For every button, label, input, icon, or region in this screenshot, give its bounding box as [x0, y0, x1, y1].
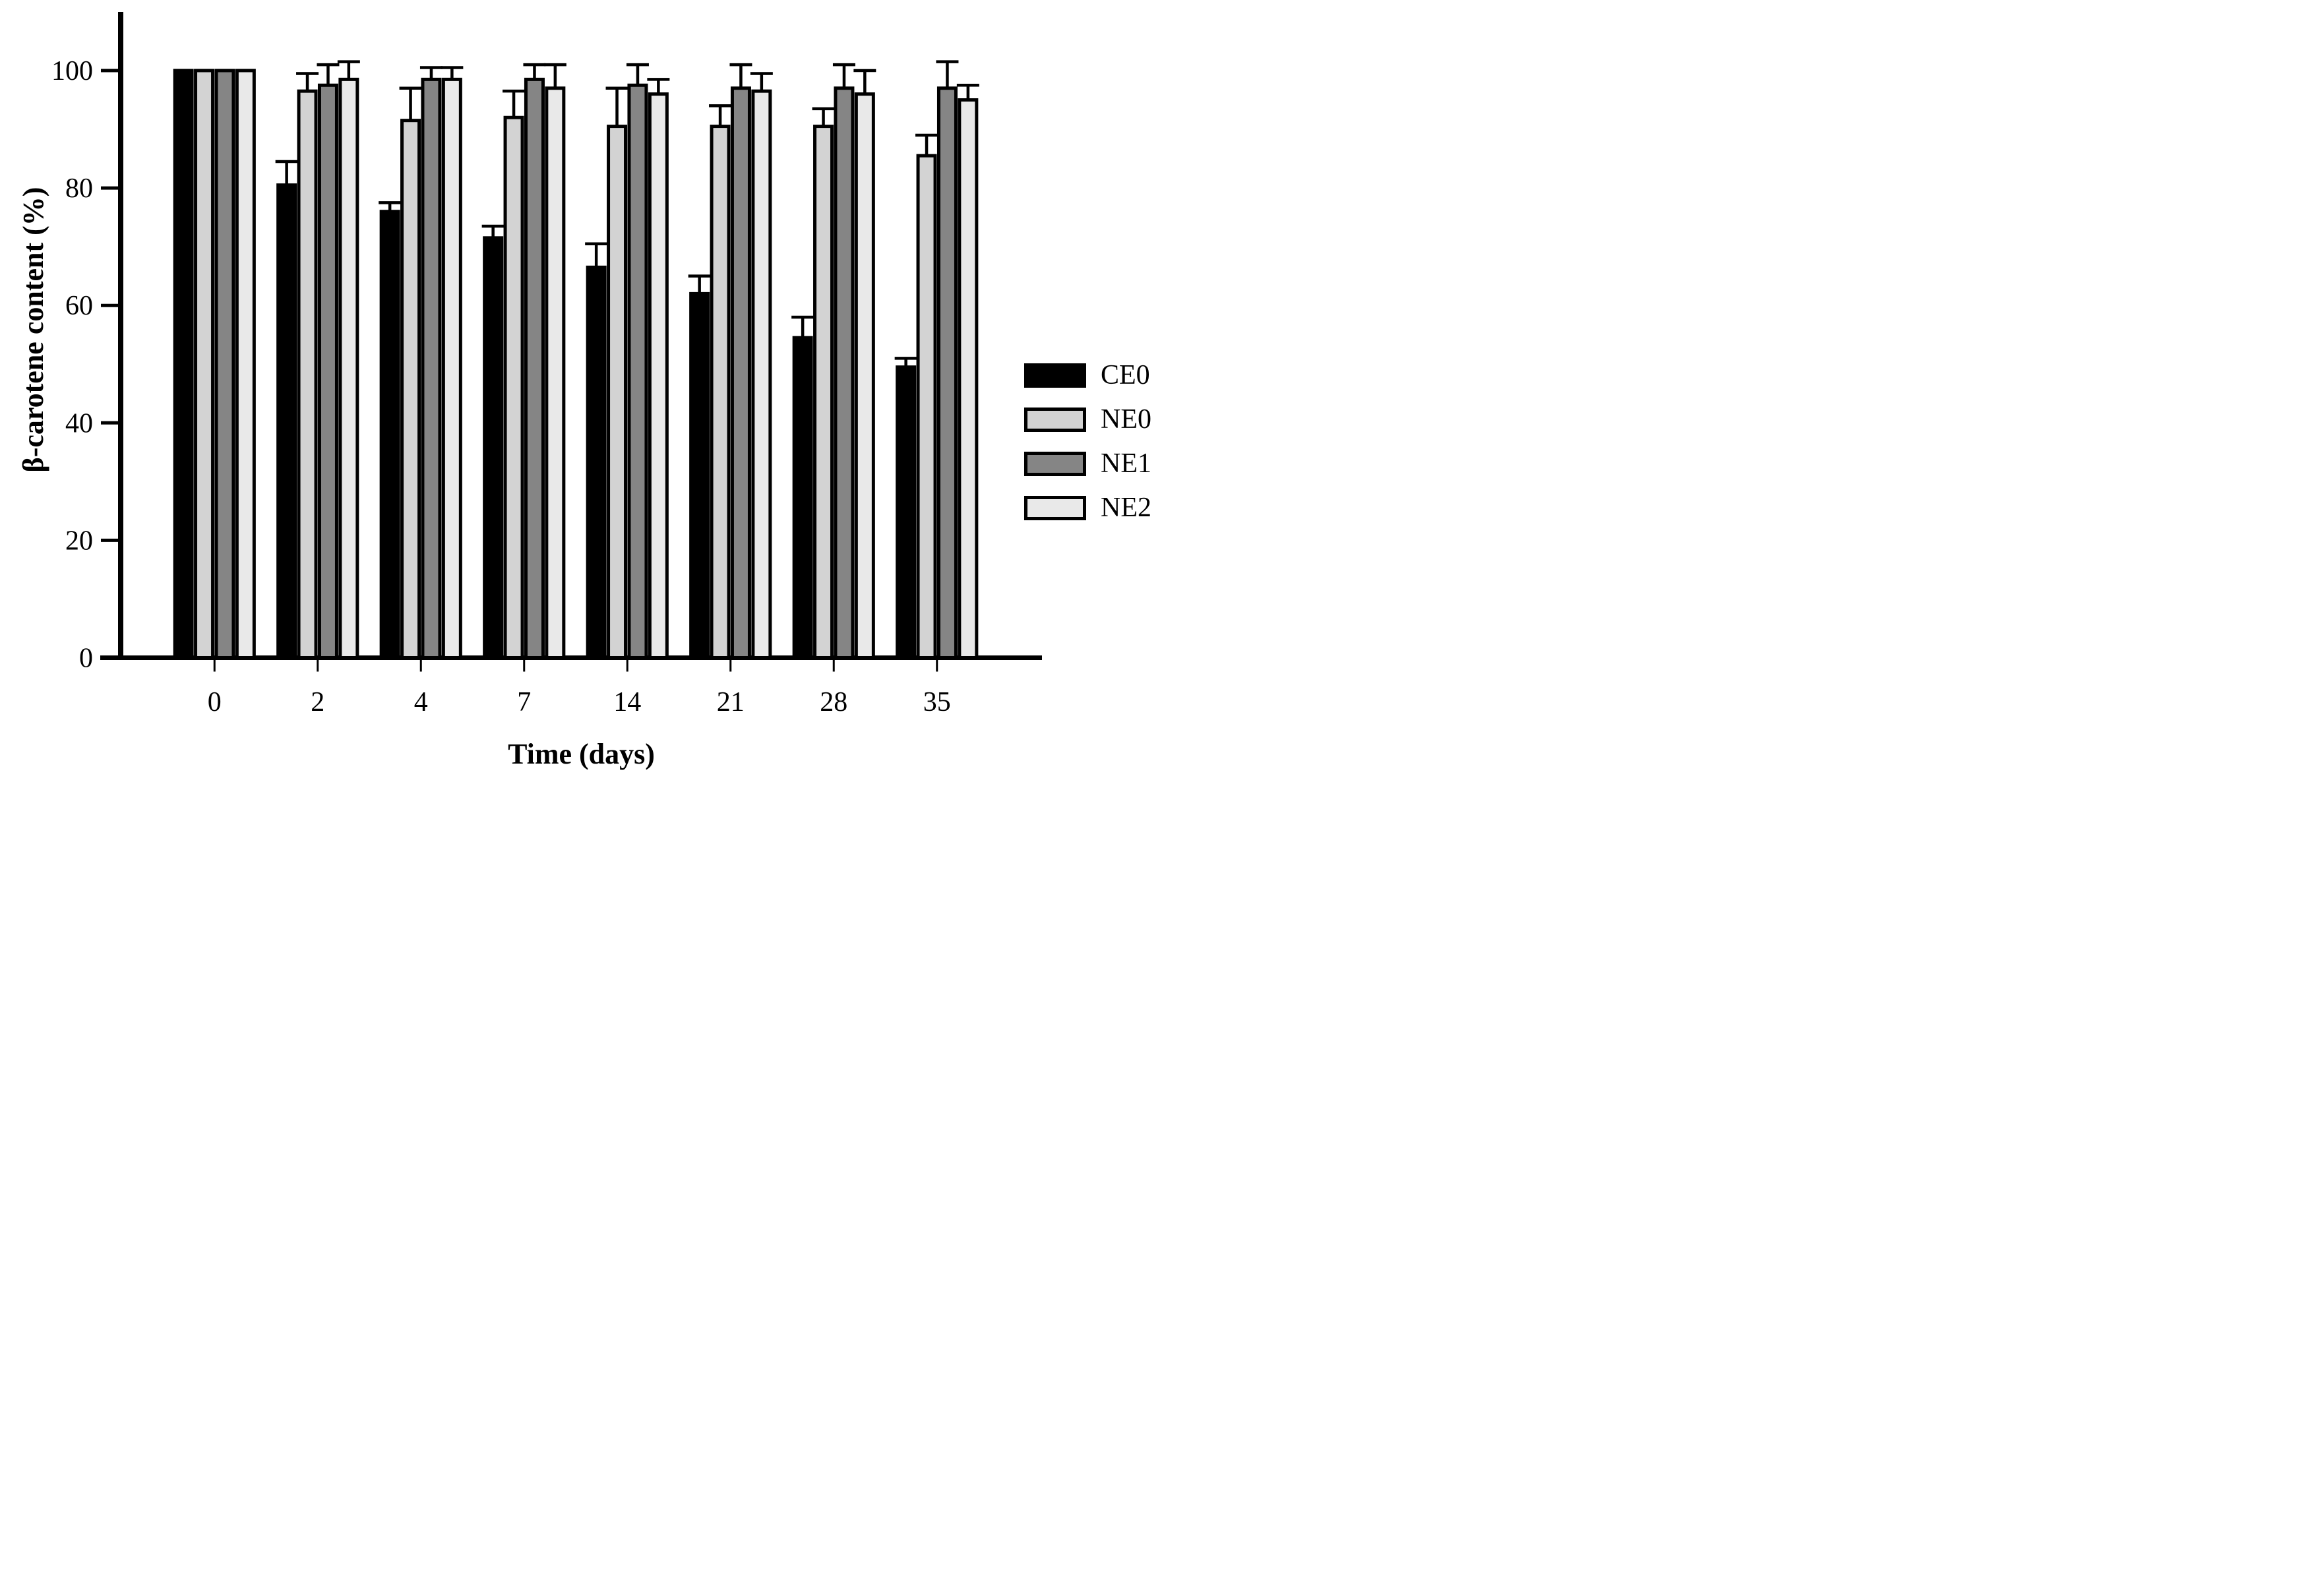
bar-NE2-28 [854, 92, 875, 659]
bar-NE0-21 [710, 125, 731, 660]
bar-NE0-35 [916, 154, 937, 659]
bar-NE0-14 [607, 125, 628, 660]
bar-NE0-0 [194, 69, 215, 659]
bar-NE1-4 [421, 77, 442, 660]
bar-NE1-28 [834, 86, 855, 659]
legend-swatch-ne0 [1024, 407, 1086, 432]
x-tick-label-21: 21 [717, 687, 745, 717]
bar-NE1-35 [936, 86, 958, 659]
x-tick-label-35: 35 [923, 687, 951, 717]
y-tick-label-0: 0 [79, 644, 93, 674]
bar-NE1-2 [317, 83, 338, 659]
legend-item-ne2: NE2 [1024, 494, 1151, 522]
x-tick-label-28: 28 [820, 687, 847, 717]
x-tick-label-7: 7 [517, 687, 531, 717]
legend-item-ne0: NE0 [1024, 406, 1151, 433]
y-tick-label-100: 100 [51, 56, 93, 86]
legend-swatch-ne2 [1024, 495, 1086, 520]
bar-NE2-0 [235, 69, 256, 659]
bar-CE0-14 [586, 265, 607, 659]
bar-CE0-28 [792, 336, 813, 659]
legend-label-ne1: NE1 [1101, 448, 1151, 479]
legend-label-ce0: CE0 [1101, 360, 1150, 390]
bar-CE0-4 [379, 210, 400, 660]
y-tick-label-40: 40 [65, 408, 93, 438]
bar-NE2-2 [338, 77, 359, 660]
x-axis-title: Time (days) [508, 738, 655, 770]
legend-swatch-ne1 [1024, 451, 1086, 476]
bar-NE2-7 [545, 86, 566, 659]
bar-NE1-21 [730, 86, 751, 659]
x-tick-label-0: 0 [208, 687, 222, 717]
x-tick-label-14: 14 [613, 687, 641, 717]
legend-label-ne0: NE0 [1101, 404, 1151, 435]
figure: 0 20 40 60 80 100 0 2 4 7 14 21 28 35 β-carotene cont… [0, 0, 1162, 786]
bar-CE0-0 [173, 69, 194, 659]
legend-label-ne2: NE2 [1101, 493, 1151, 523]
x-tick-label-4: 4 [414, 687, 428, 717]
bar-NE2-14 [648, 92, 669, 659]
legend: CE0 NE0 NE1 NE2 [1024, 361, 1151, 522]
bar-CE0-35 [896, 365, 917, 659]
legend-item-ce0: CE0 [1024, 361, 1151, 389]
bar-NE2-4 [441, 77, 462, 660]
bar-NE1-14 [627, 83, 648, 659]
bar-NE2-21 [751, 89, 772, 660]
bar-NE1-7 [524, 77, 545, 660]
bar-NE2-35 [958, 98, 979, 659]
bar-CE0-7 [483, 236, 504, 660]
legend-swatch-ce0 [1024, 363, 1086, 388]
chart-canvas: 0 20 40 60 80 100 0 2 4 7 14 21 28 35 [51, 11, 1042, 717]
legend-item-ne1: NE1 [1024, 450, 1151, 477]
bar-NE0-28 [813, 125, 834, 660]
bar-NE1-0 [214, 69, 235, 659]
y-axis-title: β-carotene content (%) [17, 187, 49, 473]
bar-CE0-21 [689, 291, 710, 659]
y-tick-label-80: 80 [65, 173, 93, 204]
y-tick-label-20: 20 [65, 526, 93, 556]
x-tick-label-2: 2 [311, 687, 324, 717]
bar-NE0-2 [297, 89, 318, 660]
bar-NE0-7 [503, 115, 524, 660]
bar-CE0-2 [276, 183, 297, 659]
y-tick-label-60: 60 [65, 291, 93, 321]
bar-NE0-4 [400, 119, 421, 659]
